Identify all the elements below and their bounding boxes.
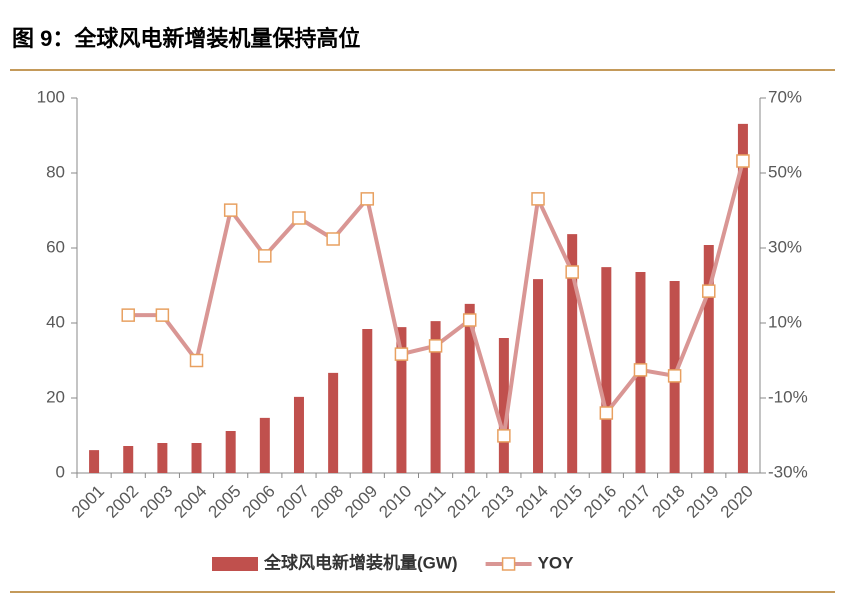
bar xyxy=(362,329,373,473)
y2-tick-label: 70% xyxy=(768,87,802,106)
marker xyxy=(189,353,204,368)
marker xyxy=(462,313,477,327)
marker xyxy=(360,192,375,206)
legend-label: 全球风电新增装机量(GW) xyxy=(263,552,458,572)
y-tick-label: 80 xyxy=(46,162,65,181)
legend-label: YOY xyxy=(538,553,575,572)
x-tick-label: 2013 xyxy=(478,482,518,522)
marker xyxy=(223,203,238,217)
bar xyxy=(123,446,134,473)
bar xyxy=(703,245,714,473)
y-tick-label: 100 xyxy=(37,87,65,106)
x-tick-label: 2018 xyxy=(648,482,688,522)
x-tick-label: 2020 xyxy=(717,482,757,522)
x-tick-label: 2014 xyxy=(512,482,552,522)
x-tick-label: 2002 xyxy=(102,482,142,522)
legend-swatch xyxy=(212,557,258,571)
y2-tick-label: 30% xyxy=(768,237,802,256)
y-tick-label: 60 xyxy=(46,237,65,256)
y2-tick-label: -10% xyxy=(768,387,808,406)
bar xyxy=(737,123,748,473)
x-tick-label: 2001 xyxy=(68,482,108,522)
bar xyxy=(89,450,100,473)
bar xyxy=(533,279,544,473)
x-tick-label: 2004 xyxy=(170,482,210,522)
marker xyxy=(531,192,545,206)
y2-tick-label: 50% xyxy=(768,162,802,181)
x-tick-label: 2010 xyxy=(375,482,415,522)
bar xyxy=(396,327,407,473)
bar xyxy=(601,267,612,473)
x-tick-label: 2017 xyxy=(614,482,654,522)
marker xyxy=(565,265,579,279)
y2-tick-label: 10% xyxy=(768,312,802,331)
x-tick-label: 2007 xyxy=(273,482,313,522)
bar xyxy=(157,443,168,473)
marker xyxy=(121,308,135,322)
legend-marker xyxy=(501,557,516,571)
x-tick-label: 2012 xyxy=(444,482,484,522)
marker xyxy=(497,429,511,443)
marker xyxy=(599,406,614,420)
bar xyxy=(430,321,441,473)
bar xyxy=(328,372,339,473)
marker xyxy=(394,347,409,361)
x-tick-label: 2008 xyxy=(307,482,347,522)
x-tick-label: 2019 xyxy=(683,482,723,522)
x-tick-label: 2015 xyxy=(546,482,586,522)
bar xyxy=(191,443,202,473)
x-tick-label: 2016 xyxy=(580,482,620,522)
marker xyxy=(736,154,750,168)
bar xyxy=(567,234,578,473)
x-tick-label: 2003 xyxy=(136,482,176,522)
marker xyxy=(633,363,648,377)
x-tick-label: 2011 xyxy=(410,482,449,521)
x-tick-label: 2005 xyxy=(204,482,244,522)
marker xyxy=(155,308,170,322)
y-tick-label: 0 xyxy=(56,462,65,481)
bar xyxy=(225,431,236,473)
x-tick-label: 2009 xyxy=(341,482,381,522)
marker xyxy=(428,339,443,353)
chart-title: 图 9：全球风电新增装机量保持高位 xyxy=(12,26,360,51)
y2-tick-label: -30% xyxy=(768,462,808,481)
bar xyxy=(464,303,475,473)
marker xyxy=(702,284,716,298)
bar xyxy=(498,338,509,473)
y-tick-label: 40 xyxy=(46,312,65,331)
y-tick-label: 20 xyxy=(46,387,65,406)
marker xyxy=(292,211,306,225)
bar xyxy=(293,396,304,473)
marker xyxy=(667,369,682,383)
marker xyxy=(326,232,340,246)
marker xyxy=(258,249,272,263)
x-tick-label: 2006 xyxy=(239,482,279,522)
bar xyxy=(259,417,270,473)
